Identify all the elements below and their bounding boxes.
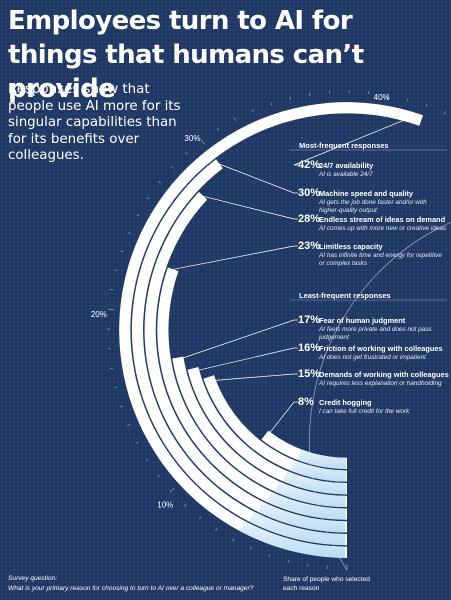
response-value: 17% (298, 314, 321, 326)
axis-tick (107, 308, 114, 310)
axis-tick (145, 458, 149, 462)
bar-base-shading (282, 470, 346, 495)
axis-tick (407, 97, 409, 101)
bar-base-shading (239, 520, 346, 558)
chart-subtitle: Responses show that people use AI more f… (8, 82, 181, 164)
axis-caption: Share of people who selected each reason (283, 576, 370, 592)
axis-tick (183, 503, 187, 507)
axis-tick (146, 197, 150, 200)
response-value: 15% (298, 368, 321, 380)
response-value: 16% (298, 342, 321, 354)
response-label: Friction of working with colleagues (319, 344, 443, 353)
axis-tick (127, 232, 131, 234)
bar-tip (203, 375, 220, 394)
leader-line (204, 373, 295, 382)
axis-tick (136, 214, 140, 217)
response-label: Demands of working with colleagues (319, 370, 449, 379)
response-value: 23% (298, 240, 321, 252)
bar-arc (176, 373, 347, 508)
response-value: 42% (298, 159, 321, 171)
response-label: 24/7 availability (319, 161, 374, 170)
axis-tick (232, 538, 235, 542)
axis-tick-label: 40% (374, 93, 390, 102)
response-label: Machine speed and quality (319, 189, 414, 198)
axis-tick (135, 441, 139, 444)
axis-tick (425, 103, 428, 107)
leader-line (263, 401, 295, 442)
response-description: AI is available 24/7 (319, 170, 373, 178)
response-description: AI gets the job done faster and/or with … (319, 198, 427, 214)
axis-tick (198, 516, 202, 520)
axis-tick (158, 181, 162, 184)
response-value: 28% (298, 213, 321, 225)
axis-tick (287, 559, 290, 563)
axis-tick-label: 20% (91, 310, 107, 319)
section-heading-most-frequent: Most-frequent responses (299, 141, 389, 150)
axis-tick (268, 553, 271, 558)
axis-tick (387, 93, 390, 100)
axis-tick (110, 289, 114, 291)
axis-tick (169, 487, 175, 493)
response-label: Endless stream of ideas on demand (319, 215, 446, 224)
response-value: 8% (298, 396, 314, 408)
bar-tip (397, 108, 424, 126)
axis-tick (250, 546, 252, 550)
leader-line (293, 113, 420, 166)
bar-tip (185, 191, 208, 215)
bar-tip (162, 267, 179, 290)
bar-tip (198, 159, 223, 183)
axis-tick (200, 139, 205, 145)
bar-base-shading (248, 511, 346, 546)
response-label: Limitless capacity (319, 242, 383, 251)
survey-question: Survey question: What is your primary re… (8, 575, 254, 592)
axis-tick (120, 250, 124, 253)
axis-tick-label: 10% (157, 501, 173, 510)
axis-tick (251, 109, 254, 113)
response-description: AI feels more private and does not pass … (319, 325, 432, 341)
axis-tick (114, 269, 118, 271)
axis-tick (185, 152, 188, 155)
response-label: Fear of human judgment (319, 316, 406, 325)
leader-line (166, 245, 295, 271)
response-description: AI requires less explanation or handhold… (319, 379, 442, 387)
axis-tick (444, 111, 446, 115)
chart-title: Employees turn to AI for things that hum… (8, 6, 364, 104)
axis-tick (215, 528, 218, 531)
response-description: AI comes up with more new or creative id… (319, 224, 447, 232)
bar-arc (144, 208, 347, 533)
leader-line (196, 194, 295, 220)
leader-line (212, 161, 295, 194)
response-description: AI does not get frustrated or impatient (319, 353, 426, 361)
response-description: I can take full credit for the work (319, 407, 410, 415)
section-heading-least-frequent: Least-frequent responses (299, 291, 391, 300)
leader-line (188, 347, 295, 373)
response-label: Credit hogging (319, 398, 372, 407)
axis-tick (289, 96, 292, 100)
response-value: 30% (298, 187, 321, 199)
bar-tip (172, 356, 187, 377)
bar-base-shading (297, 449, 346, 469)
axis-tick (119, 405, 123, 408)
bar-base-shading (274, 481, 346, 508)
axis-tick (114, 386, 118, 389)
axis-tick (126, 424, 130, 427)
axis-tick (216, 127, 220, 131)
axis-tick (234, 117, 237, 121)
axis-tick (157, 474, 160, 478)
axis-tick (171, 166, 174, 169)
axis-tick (270, 102, 273, 106)
bar-tip (261, 430, 280, 448)
response-description: AI has infinite time and energy for repe… (319, 251, 442, 267)
bar-base-shading (257, 501, 346, 533)
bar-base-shading (290, 460, 346, 482)
leader-line (172, 319, 295, 362)
bar-base-shading (266, 491, 346, 520)
axis-tick-label: 30% (184, 134, 200, 143)
